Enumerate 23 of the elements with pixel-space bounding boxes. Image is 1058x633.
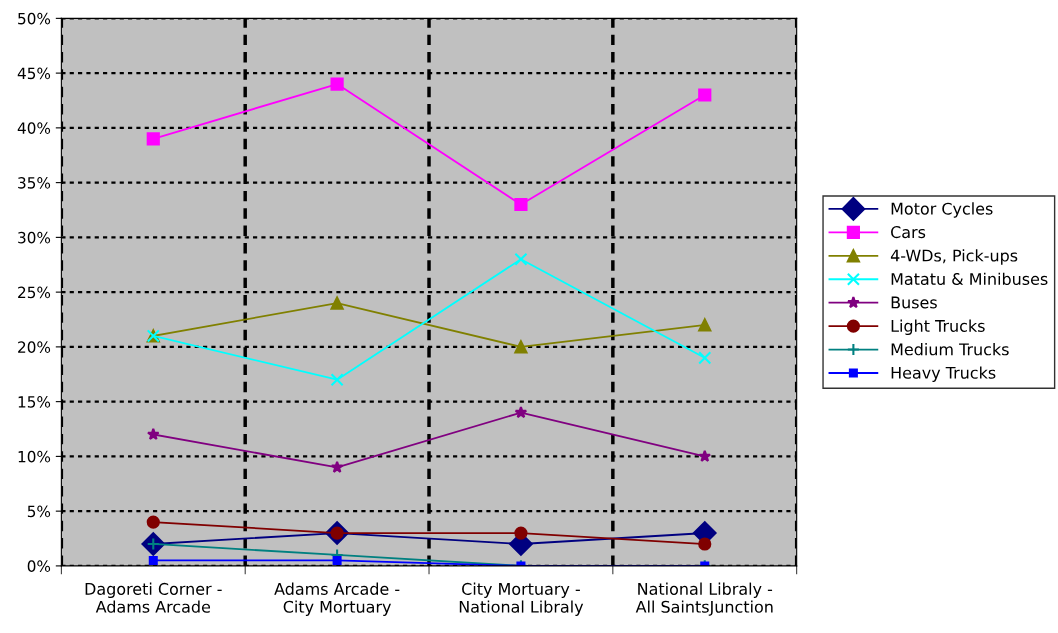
legend-label: Cars — [891, 226, 926, 239]
x-tick-label: City Mortuary - National Libraly — [459, 582, 584, 616]
x-tick-label: Dagoreti Corner - Adams Arcade — [85, 582, 222, 613]
x-tick-label: Adams Arcade - City Mortuary — [274, 582, 400, 616]
y-tick-label: 30% — [18, 231, 51, 244]
y-tick-label: 10% — [18, 450, 51, 463]
y-tick-label: 50% — [18, 12, 51, 25]
y-tick-label: 15% — [18, 396, 51, 408]
y-tick-label: 25% — [18, 286, 51, 299]
y-tick-label: 0% — [27, 560, 51, 572]
x-tick-label: National Libraly - All SaintsJunction — [635, 582, 773, 616]
y-tick-label: 20% — [18, 341, 51, 353]
legend-label: Heavy Trucks — [891, 366, 996, 382]
legend-label: Buses — [891, 296, 937, 309]
legend-label: Medium Trucks — [891, 343, 1009, 356]
y-tick-label: 45% — [17, 67, 51, 80]
y-tick-label: 40% — [17, 122, 51, 134]
legend-label: 4-WDs, Pick-ups — [890, 249, 1018, 265]
legend-label: Matatu & Minibuses — [891, 272, 1048, 286]
y-tick-label: 5% — [27, 505, 51, 518]
y-tick-label: 35% — [18, 177, 51, 189]
legend-label: Light Trucks — [891, 319, 985, 336]
legend-label: Motor Cycles — [891, 202, 993, 218]
